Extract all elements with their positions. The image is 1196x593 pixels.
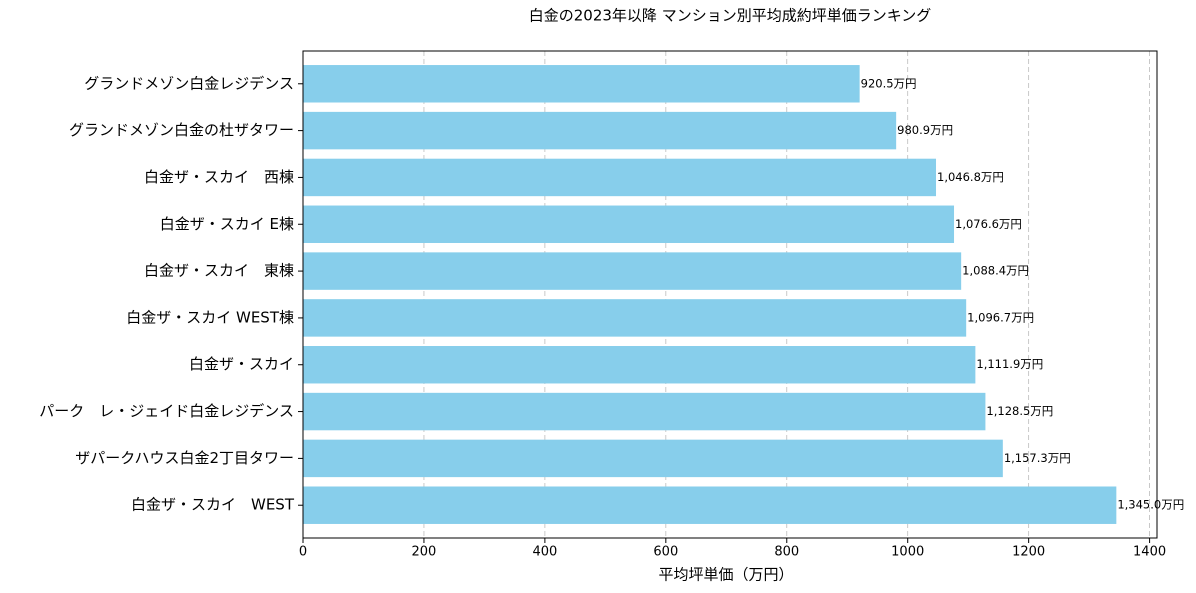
x-axis-label: 平均坪単価（万円） xyxy=(658,566,793,584)
value-label: 1,076.6万円 xyxy=(955,217,1022,231)
chart-title: 白金の2023年以降 マンション別平均成約坪単価ランキング xyxy=(529,7,932,25)
value-label: 1,157.3万円 xyxy=(1004,451,1071,465)
x-tick-label: 800 xyxy=(774,545,799,560)
y-tick-label: パーク レ・ジェイド白金レジデンス xyxy=(39,402,294,420)
value-label: 980.9万円 xyxy=(897,123,953,137)
y-tick-label: 白金ザ・スカイ xyxy=(189,355,294,373)
bar xyxy=(303,205,955,243)
value-label: 1,088.4万円 xyxy=(962,264,1029,278)
x-tick-label: 600 xyxy=(653,545,678,560)
bar xyxy=(303,346,976,384)
value-label: 1,046.8万円 xyxy=(937,170,1004,184)
plot-frame xyxy=(302,50,1158,539)
value-label: 1,128.5万円 xyxy=(986,404,1053,418)
bar xyxy=(303,111,897,150)
x-tick-label: 1400 xyxy=(1133,545,1166,560)
x-tick-label: 1200 xyxy=(1012,545,1045,560)
bar xyxy=(303,65,860,103)
y-tick-label: グランドメゾン白金の杜ザタワー xyxy=(69,121,294,139)
y-tick-label: 白金ザ・スカイ E棟 xyxy=(160,215,294,233)
x-tick-label: 200 xyxy=(412,545,437,560)
bar xyxy=(303,158,937,197)
value-label: 920.5万円 xyxy=(861,76,917,90)
value-label: 1,345.0万円 xyxy=(1117,498,1184,512)
y-tick-label: 白金ザ・スカイ 東棟 xyxy=(144,262,294,280)
y-tick-label: 白金ザ・スカイ WEST棟 xyxy=(126,308,294,326)
value-label: 1,111.9万円 xyxy=(976,357,1043,371)
x-tick-label: 0 xyxy=(299,545,307,560)
bar xyxy=(303,439,1003,478)
y-tick-label: ザパークハウス白金2丁目タワー xyxy=(75,449,294,467)
value-label: 1,096.7万円 xyxy=(967,310,1034,324)
bar xyxy=(303,299,967,337)
y-tick-label: グランドメゾン白金レジデンス xyxy=(84,74,294,92)
x-tick-label: 400 xyxy=(532,545,557,560)
y-tick-label: 白金ザ・スカイ WEST xyxy=(131,496,295,514)
x-tick-label: 1000 xyxy=(891,545,924,560)
y-tick-label: 白金ザ・スカイ 西棟 xyxy=(144,168,294,186)
bar xyxy=(303,252,962,290)
bar xyxy=(303,392,986,431)
bar xyxy=(303,486,1117,524)
